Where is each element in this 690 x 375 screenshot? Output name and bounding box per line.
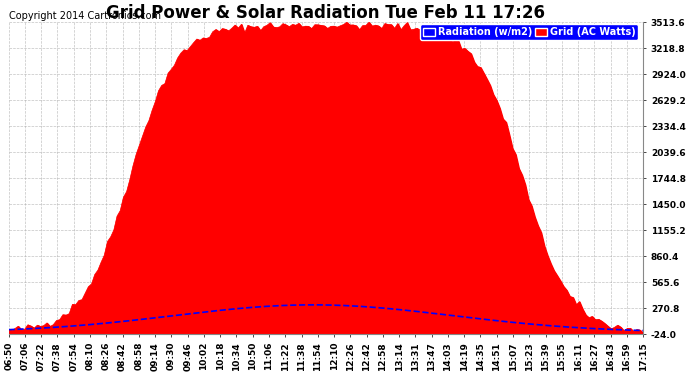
Legend: Radiation (w/m2), Grid (AC Watts): Radiation (w/m2), Grid (AC Watts) <box>420 24 638 40</box>
Title: Grid Power & Solar Radiation Tue Feb 11 17:26: Grid Power & Solar Radiation Tue Feb 11 … <box>106 4 545 22</box>
Text: Copyright 2014 Cartronics.com: Copyright 2014 Cartronics.com <box>9 11 161 21</box>
